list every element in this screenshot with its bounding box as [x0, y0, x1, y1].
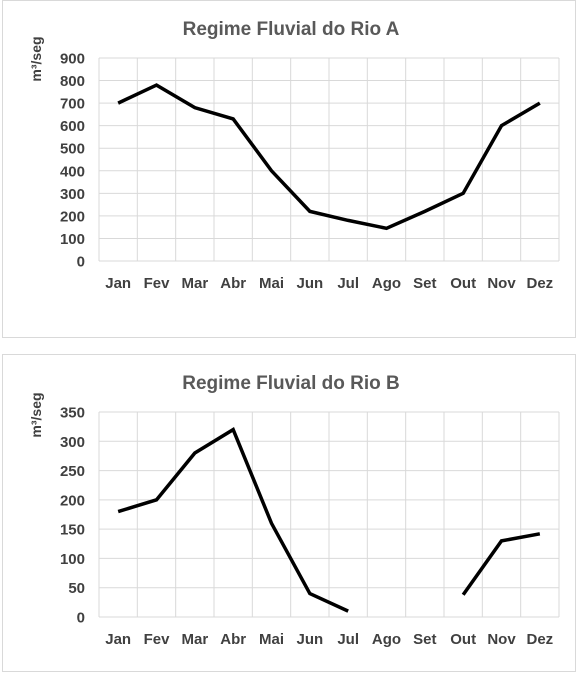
- chart-1-y-tick-label: 0: [77, 610, 85, 627]
- chart-0-x-tick-label: Mai: [259, 275, 284, 292]
- chart-1-x-tick-label: Set: [413, 631, 436, 648]
- chart-1-x-tick-label: Fev: [144, 631, 171, 648]
- chart-1-x-tick-label: Jun: [296, 631, 323, 648]
- chart-1-y-tick-label: 250: [60, 463, 85, 480]
- chart-0-x-tick-label: Set: [413, 275, 436, 292]
- chart-1-y-tick-label: 100: [60, 551, 85, 568]
- chart-1-x-tick-label: Abr: [220, 631, 246, 648]
- chart-0-y-tick-label: 100: [60, 231, 85, 248]
- chart-rio-a: Regime Fluvial do Rio A m³/seg 0 100 200 300 4…: [2, 0, 576, 338]
- chart-0-x-tick-label: Abr: [220, 275, 246, 292]
- chart-rio-b-svg: Regime Fluvial do Rio B m³/seg 0 50 100 150 20…: [28, 373, 560, 648]
- chart-0-series-line-0: [117, 83, 541, 231]
- chart-1-y-tick-label: 300: [60, 434, 85, 451]
- chart-1-series-line-1: [461, 532, 541, 596]
- chart-0-title: Regime Fluvial do Rio A: [183, 19, 400, 40]
- chart-0-y-tick-label: 0: [77, 254, 85, 271]
- chart-0-x-tick-label: Nov: [487, 275, 516, 292]
- chart-1-x-tick-label: Ago: [372, 631, 401, 648]
- chart-0-x-tick-label: Out: [450, 275, 476, 292]
- chart-0-x-tick-label: Fev: [144, 275, 171, 292]
- chart-0-x-tick-label: Jan: [105, 275, 131, 292]
- chart-1-x-tick-label: Mai: [259, 631, 284, 648]
- chart-1-x-tick-label: Jan: [105, 631, 131, 648]
- chart-0-y-tick-label: 200: [60, 208, 85, 225]
- chart-1-x-tick-label: Dez: [526, 631, 553, 648]
- chart-0-x-tick-label: Jul: [337, 275, 359, 292]
- chart-1-x-tick-label: Out: [450, 631, 476, 648]
- chart-1-x-tick-label: Nov: [487, 631, 516, 648]
- chart-1-y-tick-label: 150: [60, 522, 85, 539]
- chart-1-y-tick-label: 200: [60, 492, 85, 509]
- chart-0-y-tick-label: 300: [60, 186, 85, 203]
- chart-0-y-tick-label: 400: [60, 163, 85, 180]
- chart-rio-a-svg: Regime Fluvial do Rio A m³/seg 0 100 200 300 4…: [28, 19, 560, 292]
- chart-1-series-line-0: [117, 427, 349, 613]
- chart-0-y-tick-label: 800: [60, 73, 85, 90]
- chart-0-x-tick-label: Mar: [181, 275, 208, 292]
- chart-1-title: Regime Fluvial do Rio B: [182, 373, 399, 394]
- chart-0-x-tick-label: Ago: [372, 275, 401, 292]
- chart-rio-b: Regime Fluvial do Rio B m³/seg 0 50 100 150 20…: [2, 354, 576, 672]
- chart-0-y-tick-label: 500: [60, 141, 85, 158]
- chart-1-x-tick-label: Jul: [337, 631, 359, 648]
- chart-1-y-axis-label: m³/seg: [28, 392, 44, 437]
- chart-0-x-tick-label: Jun: [296, 275, 323, 292]
- chart-0-y-tick-label: 700: [60, 96, 85, 113]
- chart-1-y-tick-label: 50: [68, 580, 85, 597]
- chart-0-x-tick-label: Dez: [526, 275, 553, 292]
- chart-0-y-tick-label: 600: [60, 118, 85, 135]
- chart-0-y-axis-label: m³/seg: [28, 36, 44, 81]
- chart-1-x-tick-label: Mar: [181, 631, 208, 648]
- chart-0-y-tick-label: 900: [60, 51, 85, 68]
- chart-1-y-tick-label: 350: [60, 405, 85, 422]
